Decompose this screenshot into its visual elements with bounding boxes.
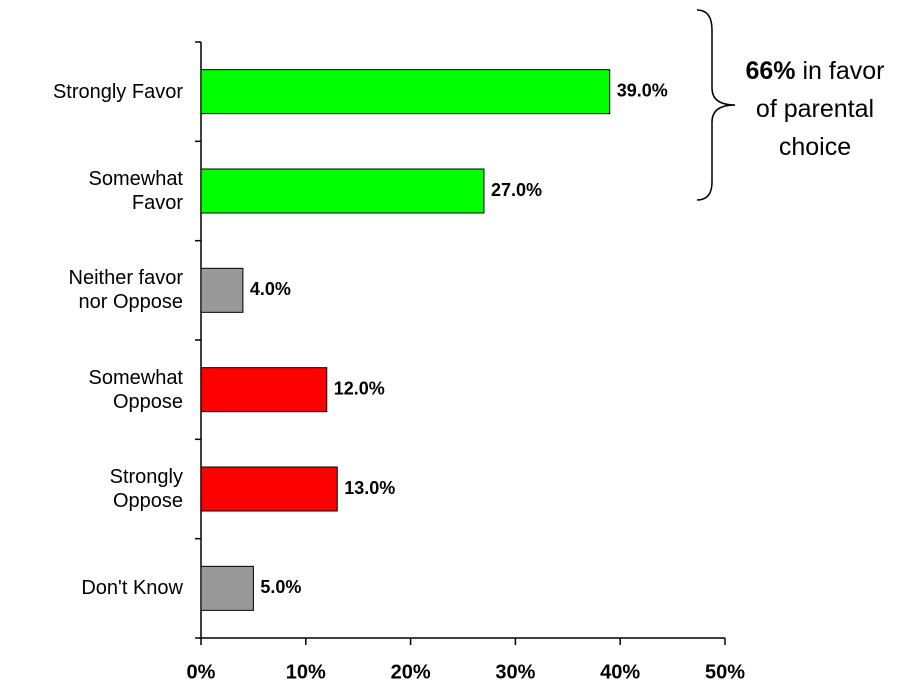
value-label: 27.0% <box>491 180 542 200</box>
bar <box>200 367 328 413</box>
value-label: 5.0% <box>260 577 301 597</box>
x-tick-label: 20% <box>391 661 431 683</box>
category-label: Don't Know <box>81 577 183 600</box>
bar <box>200 267 244 313</box>
value-label: 39.0% <box>617 80 668 100</box>
bar <box>200 466 338 512</box>
bar <box>200 168 485 214</box>
x-tick-label: 0% <box>187 661 216 683</box>
category-label: Strongly Oppose <box>109 466 183 512</box>
x-tick-label: 40% <box>600 661 640 683</box>
value-label: 4.0% <box>250 279 291 299</box>
category-label: Somewhat Oppose <box>88 366 184 413</box>
x-tick-label: 10% <box>286 661 326 683</box>
annotation-emphasis: 66% <box>745 57 796 85</box>
value-label: 13.0% <box>344 478 395 498</box>
x-tick-label: 50% <box>705 661 745 683</box>
category-label: Somewhat Favor <box>88 168 184 214</box>
brace <box>696 9 736 201</box>
category-label: Neither favor nor Oppose <box>68 267 184 314</box>
x-tick-label: 30% <box>495 661 535 683</box>
bar <box>200 565 254 611</box>
annotation-text: in favor of parental choice <box>755 57 885 161</box>
bar <box>200 69 611 115</box>
category-label: Strongly Favor <box>52 80 183 103</box>
value-label: 12.0% <box>334 378 385 398</box>
annotation: 66% in favor of parental choice <box>735 52 895 166</box>
